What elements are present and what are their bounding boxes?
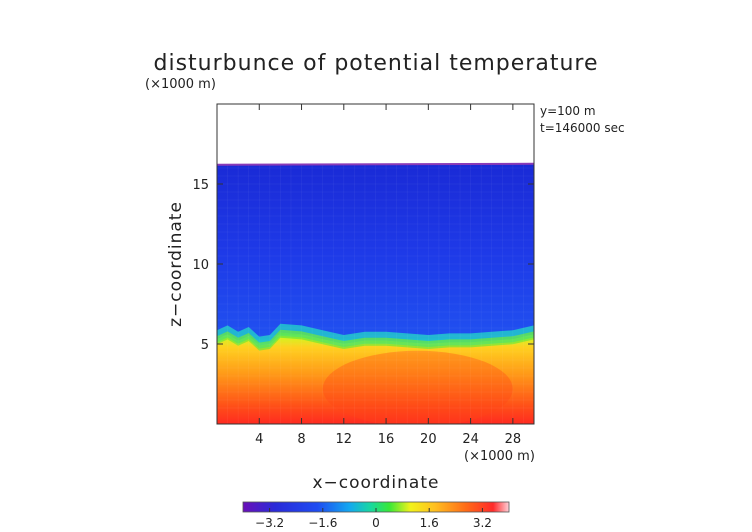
y-unit-label: (×1000 m) xyxy=(145,77,216,92)
x-tick-label: 4 xyxy=(255,432,263,447)
x-tick-label: 24 xyxy=(462,432,479,447)
colorbar-tick-label: 0 xyxy=(372,516,380,530)
x-unit-label: (×1000 m) xyxy=(464,449,535,464)
colorbar-ticks: −3.2 −1.6 0 1.6 3.2 xyxy=(255,508,492,530)
interface-band-green xyxy=(217,329,534,351)
upper-cold-layer xyxy=(217,163,534,346)
y-tick-label: 5 xyxy=(201,338,209,353)
annotation-y: y=100 m xyxy=(540,104,596,118)
y-axis: 5 10 15 xyxy=(192,178,534,353)
colorbar-tick-label: 3.2 xyxy=(473,516,492,530)
domain-top xyxy=(217,162,534,166)
x-tick-label: 20 xyxy=(420,432,437,447)
lower-warm-layer xyxy=(217,332,534,424)
x-tick-label: 12 xyxy=(336,432,353,447)
x-axis-label: x−coordinate xyxy=(313,473,440,493)
x-axis: 4 8 12 16 20 24 28 xyxy=(255,104,521,447)
annotation-t: t=146000 sec xyxy=(540,121,625,135)
y-axis-label: z−coordinate xyxy=(166,201,186,327)
colorbar-tick-label: −1.6 xyxy=(308,516,337,530)
x-tick-label: 28 xyxy=(505,432,522,447)
y-tick-label: 10 xyxy=(192,258,209,273)
y-tick-label: 15 xyxy=(192,178,209,193)
warm-anomaly xyxy=(322,350,513,424)
field-layer xyxy=(217,162,534,424)
x-tick-label: 16 xyxy=(378,432,395,447)
chart-title: disturbunce of potential temperature xyxy=(154,51,599,76)
colorbar-tick-label: 1.6 xyxy=(420,516,439,530)
colorbar-tick-label: −3.2 xyxy=(255,516,284,530)
x-tick-label: 8 xyxy=(297,432,305,447)
